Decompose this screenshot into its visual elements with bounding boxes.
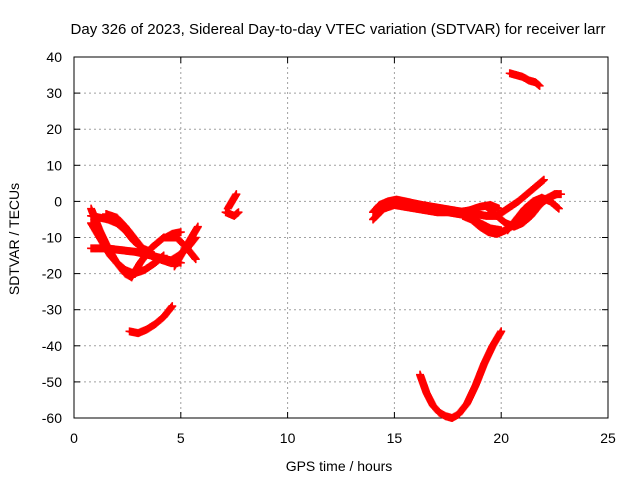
y-tick-label: -30: [42, 302, 62, 318]
data-point: [497, 327, 506, 336]
x-tick-label: 10: [280, 430, 296, 446]
y-tick-label: -60: [42, 410, 62, 426]
data-point: [535, 81, 544, 90]
y-tick-label: -20: [42, 266, 62, 282]
y-axis: -60 -50 -40 -30 -20 -10 0 10 20 30 40: [42, 49, 608, 426]
data-track: [125, 302, 177, 338]
data-point: [193, 222, 202, 231]
data-track: [223, 190, 241, 213]
y-tick-label: -10: [42, 230, 62, 246]
x-axis: 0 5 10 15 20 25: [70, 57, 616, 446]
y-tick-label: -50: [42, 374, 62, 390]
data-point: [552, 190, 561, 199]
y-tick-label: 40: [46, 49, 62, 65]
x-tick-label: 15: [387, 430, 403, 446]
data-track: [170, 222, 202, 271]
x-tick-label: 5: [177, 430, 185, 446]
y-tick-label: 20: [46, 121, 62, 137]
data-track: [416, 327, 506, 422]
data-point: [191, 255, 200, 264]
data-point: [495, 204, 504, 213]
grid-lines: [74, 57, 608, 418]
y-tick-label: 30: [46, 85, 62, 101]
data-point: [554, 204, 563, 213]
data-track: [503, 193, 563, 235]
data-point: [176, 228, 185, 237]
data-point: [232, 190, 241, 199]
chart-title: Day 326 of 2023, Sidereal Day-to-day VTE…: [71, 21, 606, 38]
data-track: [161, 228, 185, 242]
data-track: [505, 69, 544, 90]
data-point: [234, 208, 243, 217]
y-axis-title: SDTVAR / TECUs: [6, 183, 22, 295]
x-tick-label: 25: [600, 430, 616, 446]
y-tick-label: -40: [42, 338, 62, 354]
y-tick-label: 10: [46, 157, 62, 173]
y-tick-label: 0: [54, 193, 62, 209]
data-point: [553, 203, 562, 212]
data-track: [454, 201, 504, 217]
x-tick-label: 20: [493, 430, 509, 446]
data-point: [539, 175, 548, 184]
data-point: [168, 302, 177, 311]
x-tick-label: 0: [70, 430, 78, 446]
x-axis-title: GPS time / hours: [286, 458, 393, 474]
data-points: [87, 69, 566, 422]
data-track: [221, 208, 243, 220]
